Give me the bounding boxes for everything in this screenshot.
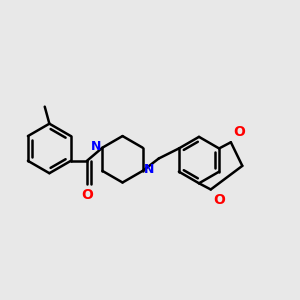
Text: O: O xyxy=(213,193,225,207)
Text: N: N xyxy=(144,163,154,176)
Text: N: N xyxy=(91,140,101,153)
Text: O: O xyxy=(233,125,245,139)
Text: O: O xyxy=(81,188,93,202)
